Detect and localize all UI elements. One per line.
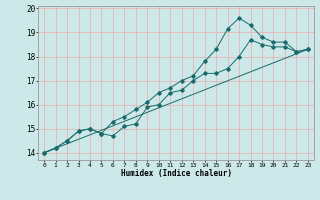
X-axis label: Humidex (Indice chaleur): Humidex (Indice chaleur) xyxy=(121,169,231,178)
